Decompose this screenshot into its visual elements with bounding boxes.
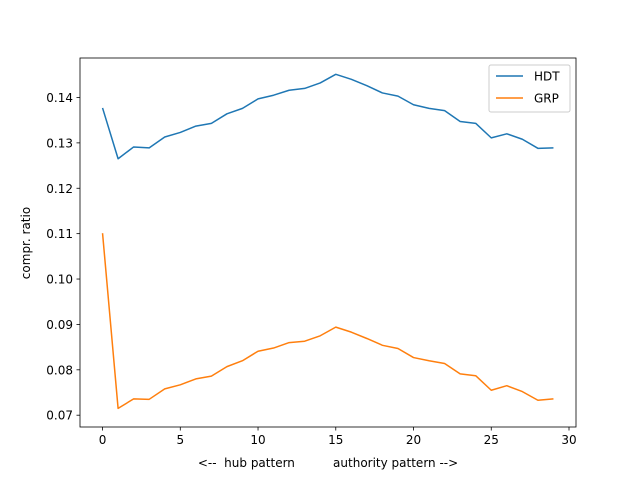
legend-label-hdt: HDT [534, 70, 560, 84]
y-tick-label: 0.12 [46, 182, 73, 196]
x-tick-label: 25 [484, 433, 499, 447]
y-axis-label: compr. ratio [19, 207, 33, 279]
legend-label-grp: GRP [534, 92, 559, 106]
y-tick-label: 0.11 [46, 227, 73, 241]
y-axis: 0.07 0.08 0.09 0.10 0.11 0.12 0.13 0.14 [46, 91, 80, 423]
y-tick-label: 0.09 [46, 318, 73, 332]
plot-area [79, 57, 577, 428]
x-axis-label: <-- hub pattern authority pattern --> [198, 456, 458, 470]
y-tick-label: 0.10 [46, 273, 73, 287]
y-tick-label: 0.13 [46, 136, 73, 150]
y-tick-label: 0.07 [46, 409, 73, 423]
y-tick-label: 0.08 [46, 363, 73, 377]
series-line-hdt [101, 73, 554, 160]
x-tick-label: 10 [250, 433, 265, 447]
legend: HDT GRP [488, 64, 571, 113]
x-tick-label: 30 [561, 433, 576, 447]
x-axis: 0 5 10 15 20 25 30 [99, 427, 577, 447]
y-tick-label: 0.14 [46, 91, 73, 105]
x-tick-label: 20 [406, 433, 421, 447]
series-line-grp [101, 233, 554, 410]
x-tick-label: 0 [99, 433, 107, 447]
x-tick-label: 15 [328, 433, 343, 447]
x-tick-label: 5 [176, 433, 184, 447]
series-layer [101, 73, 554, 410]
plot-frame [79, 57, 577, 428]
